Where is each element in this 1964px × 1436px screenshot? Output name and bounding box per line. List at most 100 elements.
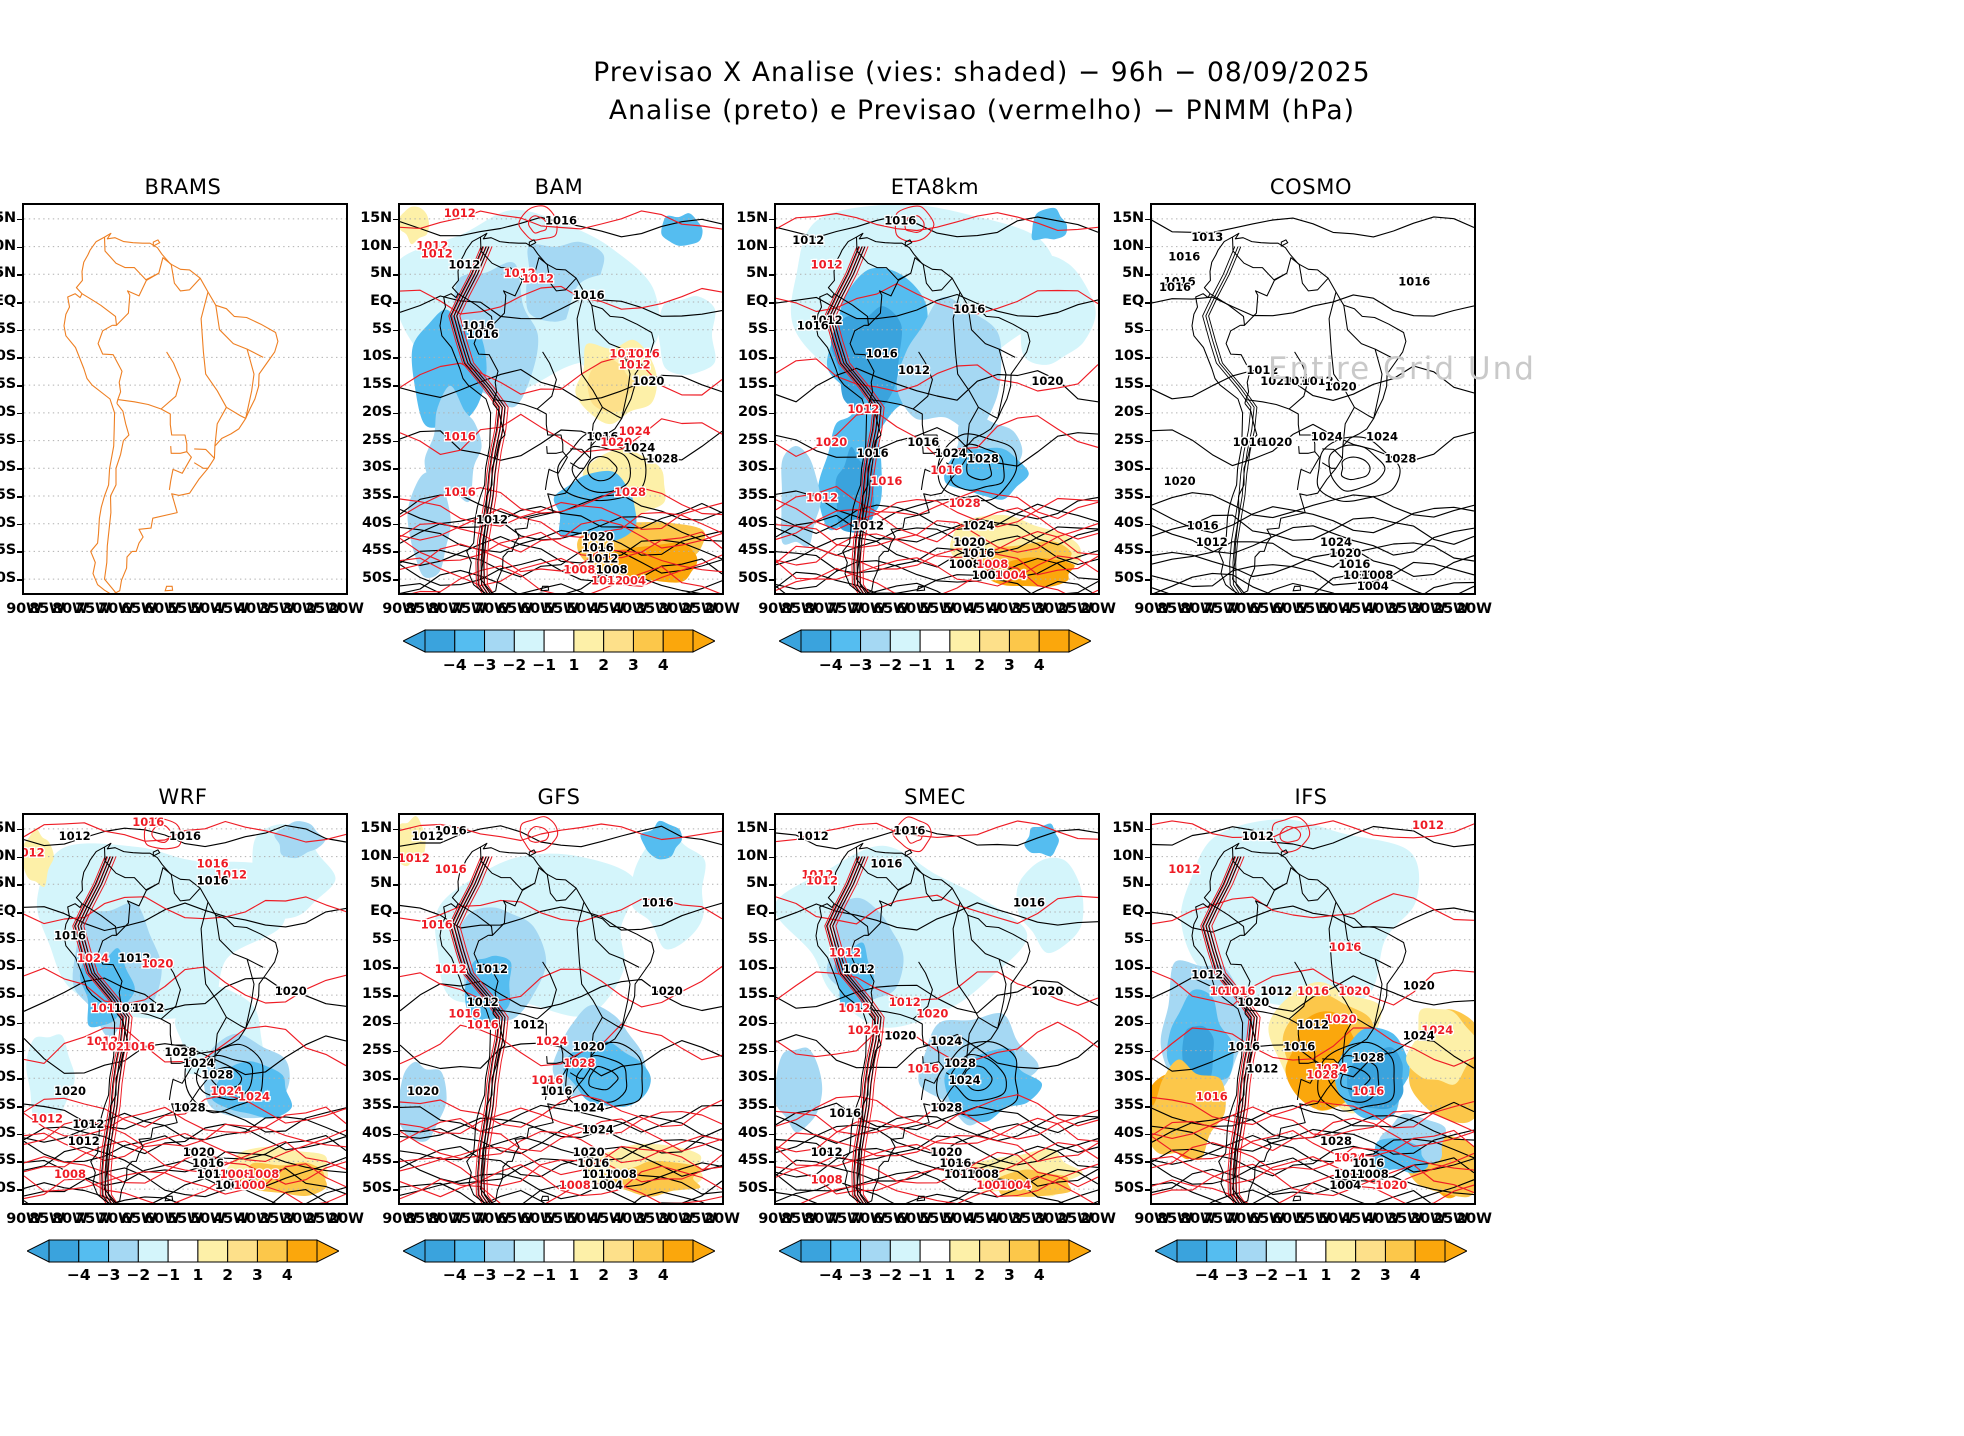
x-axis-label: 20W — [704, 601, 740, 617]
y-axis-tick — [769, 1050, 775, 1053]
y-axis-tick — [1145, 912, 1151, 914]
y-axis-label: 25S — [737, 431, 768, 448]
y-axis-label: 10N — [1112, 847, 1144, 864]
y-axis-label: 5N — [1122, 875, 1144, 892]
x-axis-label: 85W — [405, 601, 441, 617]
colorbar-tick-label: −4 — [442, 1266, 467, 1284]
svg-text:1016: 1016 — [1013, 896, 1045, 910]
colorbar-tick-label: −3 — [472, 1266, 497, 1284]
x-axis-label: 85W — [405, 1211, 441, 1227]
colorbar-tick-label: −2 — [126, 1266, 151, 1284]
map-cosmo[interactable]: 1013 1016 1016 1016 1016 1012 1020 1016 1012 1020… — [1150, 203, 1476, 595]
y-axis-tick — [393, 579, 399, 581]
y-axis-label: 30S — [361, 459, 392, 476]
x-axis-label: 45W — [965, 1211, 1001, 1227]
y-axis-label: 5N — [370, 875, 392, 892]
y-axis-label: 15N — [360, 819, 392, 836]
x-axis-label: 85W — [781, 1211, 817, 1227]
colorbar-tick-label: −3 — [1224, 1266, 1249, 1284]
y-axis-label: 10N — [736, 237, 768, 254]
x-axis-label: 65W — [1249, 1211, 1285, 1227]
svg-text:1016: 1016 — [444, 485, 476, 499]
x-axis-label: 20W — [1080, 601, 1116, 617]
svg-text:1016: 1016 — [930, 463, 962, 477]
map-ifs[interactable]: 1012 1012 1012 1016 1012 1020 1016 1016 1012 1016… — [1150, 813, 1476, 1205]
x-axis-label: 75W — [75, 601, 111, 617]
svg-text:1012: 1012 — [591, 574, 623, 588]
svg-text:1020: 1020 — [1375, 1178, 1407, 1192]
map-brams[interactable] — [22, 203, 348, 595]
colorbar-eta8km — [779, 629, 1091, 653]
svg-text:1020: 1020 — [1260, 435, 1292, 449]
svg-text:1016: 1016 — [192, 1156, 224, 1170]
y-axis-tick — [393, 967, 399, 969]
colorbar-tick-label: 2 — [974, 1266, 986, 1284]
svg-text:1024: 1024 — [536, 1034, 568, 1048]
svg-text:1020: 1020 — [1329, 546, 1361, 560]
x-axis-label: 50W — [942, 601, 978, 617]
panel-title-ifs: IFS — [1294, 785, 1328, 809]
x-axis-label: 55W — [543, 601, 579, 617]
y-axis-label: 30S — [737, 1069, 768, 1086]
svg-text:1020: 1020 — [600, 435, 632, 449]
x-axis-label: 35W — [259, 1211, 295, 1227]
svg-text:1012: 1012 — [504, 266, 536, 280]
x-axis-label: 55W — [167, 601, 203, 617]
svg-text:1016: 1016 — [91, 1001, 123, 1015]
x-axis-label: 60W — [520, 601, 556, 617]
figure-title: Previsao X Analise (vies: shaded) − 96h … — [0, 54, 1964, 129]
y-axis-label: 20S — [1113, 1013, 1144, 1030]
x-axis-label: 30W — [282, 1211, 318, 1227]
colorbar-tick-label: 3 — [628, 656, 639, 674]
map-gfs[interactable]: 1016 1012 1012 1016 1016 1016 1012 1012 1020 1012… — [398, 813, 724, 1205]
svg-text:1016: 1016 — [1283, 374, 1315, 388]
y-axis-tick — [1145, 302, 1151, 304]
colorbar-smec — [779, 1239, 1091, 1263]
svg-text:1016: 1016 — [421, 918, 453, 932]
svg-text:1016: 1016 — [907, 435, 939, 449]
y-axis-label: EQ — [370, 293, 392, 309]
x-axis-label: 35W — [1387, 601, 1423, 617]
y-axis-label: 40S — [361, 1124, 392, 1141]
y-axis-label: 5S — [747, 930, 768, 947]
y-axis-tick — [769, 1106, 775, 1108]
svg-text:1020: 1020 — [1325, 380, 1357, 394]
map-smec[interactable]: 1016 1012 1016 1012 1012 1016 1012 1012 1020 1012… — [774, 813, 1100, 1205]
y-axis-label: 10N — [0, 237, 16, 254]
y-axis-label: EQ — [0, 903, 16, 919]
y-axis-tick — [393, 912, 399, 914]
y-axis-label: 5S — [371, 320, 392, 337]
y-axis-tick — [1145, 579, 1151, 581]
map-eta8km[interactable]: 1016 1012 1012 1012 1016 1016 1016 1012 1020 1012… — [774, 203, 1100, 595]
y-axis-tick — [1145, 939, 1151, 942]
x-axis-label: 50W — [190, 1211, 226, 1227]
y-axis-label: 45S — [0, 542, 16, 559]
y-axis-tick — [769, 329, 775, 332]
y-axis-tick — [17, 828, 23, 831]
map-wrf[interactable]: 1016101210161012101610121016101610241012… — [22, 813, 348, 1205]
y-axis-label: 35S — [1113, 487, 1144, 503]
y-axis-tick — [393, 1050, 399, 1053]
y-axis-tick — [393, 385, 399, 387]
svg-text:1016: 1016 — [444, 430, 476, 444]
colorbar-tick-label: 4 — [657, 1266, 669, 1284]
x-axis-label: 70W — [98, 1211, 134, 1227]
svg-text:1012: 1012 — [118, 951, 150, 965]
x-axis-label: 75W — [827, 601, 863, 617]
map-bam[interactable]: 1012 1016 1012 1012 1012 1012 1012 1016 1016 1016… — [398, 203, 724, 595]
y-axis-label: 40S — [737, 1124, 768, 1141]
y-axis-tick — [769, 551, 775, 553]
svg-text:1012: 1012 — [31, 1112, 63, 1126]
x-axis-label: 20W — [1456, 601, 1492, 617]
x-axis-label: 55W — [919, 601, 955, 617]
svg-text:1012: 1012 — [114, 1001, 146, 1015]
x-axis-label: 45W — [213, 601, 249, 617]
colorbar-tick-label: −2 — [502, 656, 527, 674]
svg-text:1012: 1012 — [59, 829, 91, 843]
y-axis-label: 15S — [737, 376, 768, 393]
y-axis-tick — [1145, 523, 1151, 526]
colorbar-tick-label: −3 — [848, 1266, 873, 1284]
y-axis-tick — [1145, 468, 1151, 470]
y-axis-tick — [393, 523, 399, 526]
y-axis-tick — [393, 1106, 399, 1108]
